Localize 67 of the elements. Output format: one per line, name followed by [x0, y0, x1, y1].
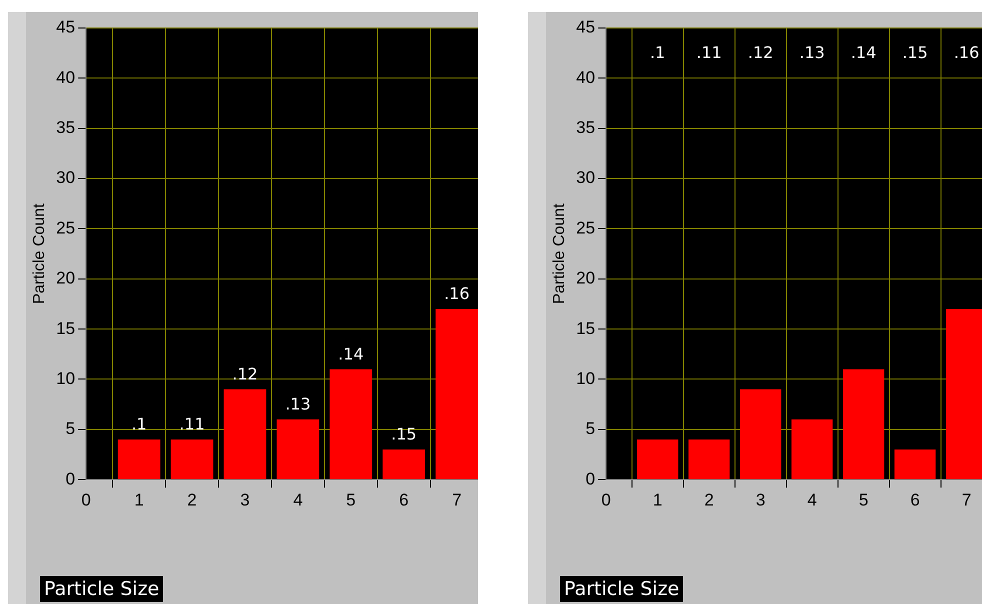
annotation: .12	[232, 364, 258, 384]
annotation: .13	[285, 394, 311, 414]
x-tick-label: 4	[807, 490, 817, 510]
bar	[118, 439, 160, 480]
bar	[170, 439, 214, 480]
y-tick-label: 0	[586, 469, 596, 488]
y-tick-label: 40	[56, 68, 76, 87]
x-tick-label: 0	[81, 490, 91, 510]
x-tick-label: 5	[346, 490, 356, 510]
x-tick-label: 1	[652, 490, 662, 510]
y-tick-label: 5	[586, 419, 596, 438]
annotation: .15	[902, 43, 928, 62]
x-tick-label: 0	[601, 490, 611, 510]
x-tick-label: 7	[962, 490, 972, 510]
annotation: .14	[338, 344, 364, 364]
bar	[791, 419, 833, 480]
annotation: .15	[391, 424, 417, 444]
x-tick-label: 1	[134, 490, 144, 510]
x-tick-label: 3	[756, 490, 766, 510]
y-tick-label: 25	[576, 218, 596, 238]
x-tick-label: 6	[399, 490, 409, 510]
y-tick-label: 35	[576, 118, 596, 138]
y-tick-label: 0	[66, 469, 76, 488]
bar	[842, 369, 884, 480]
x-tick-label: 2	[704, 490, 714, 510]
y-tick-label: 45	[576, 18, 596, 37]
x-tick-label: 7	[452, 490, 462, 510]
y-tick-label: 35	[56, 118, 76, 138]
annotation: .1	[650, 43, 666, 62]
bar	[637, 439, 678, 480]
annotation: .13	[799, 43, 825, 62]
annotation: .11	[696, 43, 722, 62]
y-tick-label: 10	[56, 368, 76, 388]
y-tick-label: 20	[56, 268, 76, 288]
y-tick-label: 30	[56, 168, 76, 188]
bar	[688, 439, 730, 480]
annotation: .16	[954, 43, 980, 62]
x-tick-label: 2	[187, 490, 197, 510]
annotation: .14	[850, 43, 876, 62]
y-tick-label: 30	[576, 168, 596, 188]
y-tick-label: 15	[576, 318, 596, 338]
x-tick-label: 4	[293, 490, 303, 510]
annotation: .16	[444, 284, 470, 304]
bar	[740, 389, 782, 480]
bar	[436, 308, 478, 480]
annotation: .11	[179, 414, 205, 434]
y-tick-label: 20	[576, 268, 596, 288]
annotation: .1	[131, 414, 147, 434]
y-tick-label: 45	[56, 18, 76, 37]
bar	[894, 449, 936, 480]
bar	[330, 369, 372, 480]
x-axis-title: Particle Size	[40, 576, 164, 602]
y-axis-title: Particle Count	[31, 203, 48, 304]
y-tick-label: 15	[56, 318, 76, 338]
x-tick-label: 6	[910, 490, 920, 510]
x-tick-label: 3	[240, 490, 250, 510]
x-tick-label: 5	[858, 490, 868, 510]
annotation: .12	[748, 43, 774, 62]
x-axis-title: Particle Size	[560, 576, 684, 602]
y-tick-label: 10	[576, 368, 596, 388]
bar	[382, 449, 426, 480]
bar	[276, 419, 320, 480]
y-axis-title: Particle Count	[551, 203, 568, 304]
y-tick-label: 25	[56, 218, 76, 238]
y-tick-label: 5	[66, 419, 76, 438]
y-tick-label: 40	[576, 68, 596, 87]
bar	[224, 389, 266, 480]
